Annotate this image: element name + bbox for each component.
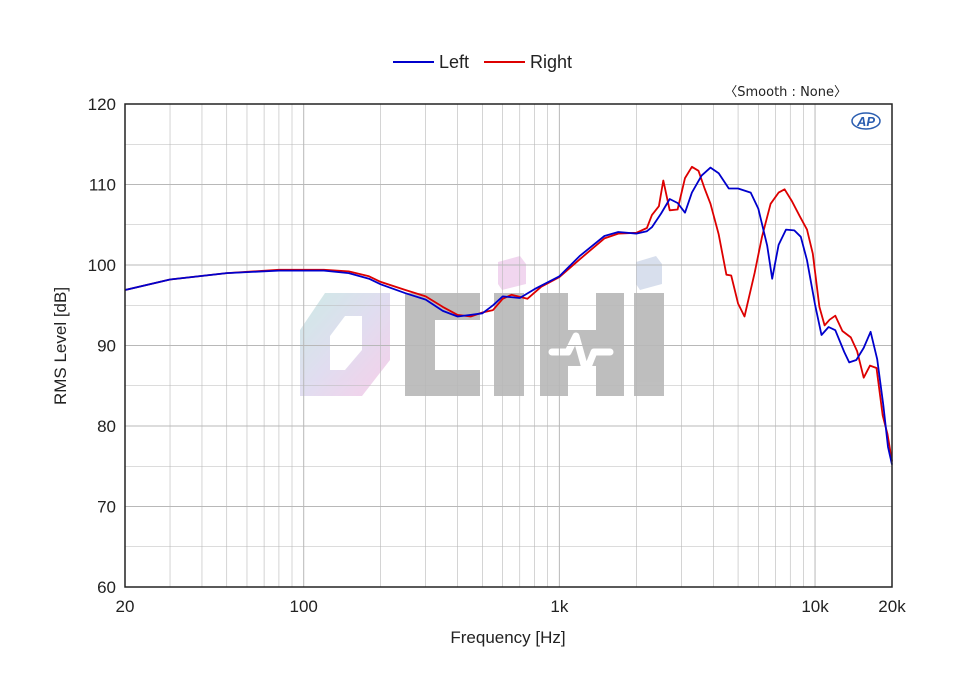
smoothing-note: 〈Smooth : None〉 (724, 85, 847, 100)
series-line-left (124, 166, 893, 465)
y-tick-label: 60 (97, 578, 116, 597)
ap-logo-text: AP (856, 114, 875, 129)
ap-logo-icon: AP (851, 112, 881, 130)
y-tick-label: 90 (97, 337, 116, 356)
x-tick-label: 10k (801, 597, 829, 616)
x-tick-label: 100 (290, 597, 318, 616)
x-tick-label: 20 (116, 597, 135, 616)
y-tick-label: 80 (97, 417, 116, 436)
x-tick-label: 20k (878, 597, 906, 616)
y-tick-label: 120 (88, 95, 116, 114)
y-tick-labels: 60 70 80 90 100 110 120 (88, 95, 116, 597)
legend-right-label: Right (530, 52, 572, 72)
x-tick-labels: 20 100 1k 10k 20k (116, 597, 907, 616)
legend-left-label: Left (439, 52, 469, 72)
x-tick-label: 1k (550, 597, 568, 616)
y-tick-label: 110 (89, 176, 116, 195)
series-lines (124, 165, 893, 465)
y-axis-label: RMS Level [dB] (51, 287, 70, 405)
plot-frame (124, 103, 893, 588)
y-tick-label: 70 (97, 498, 116, 517)
y-tick-label: 100 (88, 256, 116, 275)
series-line-right (124, 165, 893, 462)
x-axis-label: Frequency [Hz] (450, 628, 565, 647)
legend: Left Right (393, 52, 572, 72)
